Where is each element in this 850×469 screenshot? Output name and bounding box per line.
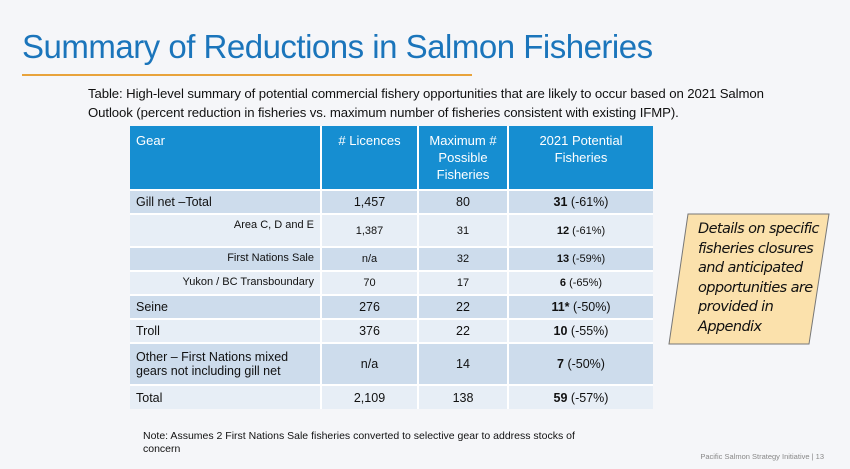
table-row: Other – First Nations mixed gears not in… [130,342,653,385]
potential-pct: (-61%) [567,195,609,209]
appendix-callout: Details on specific fisheries closures a… [668,213,830,345]
cell-potential: 7 (-50%) [508,342,653,385]
cell-licences: 2,109 [321,384,419,409]
cell-potential: 59 (-57%) [508,384,653,409]
cell-potential: 12 (-61%) [508,213,653,247]
cell-gear: Gill net –Total [130,189,322,214]
table-row: First Nations Sale n/a 32 13 (-59%) [130,246,653,271]
table-header-row: Gear # Licences Maximum # Possible Fishe… [130,126,653,190]
cell-max: 31 [418,213,509,247]
cell-licences: 1,457 [321,189,419,214]
cell-max: 32 [418,246,509,271]
potential-value: 7 [557,357,564,371]
cell-potential: 31 (-61%) [508,189,653,214]
table-row: Gill net –Total 1,457 80 31 (-61%) [130,189,653,214]
cell-gear: Yukon / BC Transboundary [130,270,322,295]
table-row: Seine 276 22 11* (-50%) [130,294,653,319]
cell-licences: 1,387 [321,213,419,247]
callout-shape [668,213,830,345]
cell-licences: 276 [321,294,419,319]
fisheries-table: Gear # Licences Maximum # Possible Fishe… [130,126,653,409]
cell-licences: 70 [321,270,419,295]
cell-licences: 376 [321,318,419,343]
potential-value: 13 [556,253,570,265]
cell-gear: Total [130,384,322,409]
table-row: Yukon / BC Transboundary 70 17 6 (-65%) [130,270,653,295]
potential-pct: (-61%) [569,224,606,237]
table-row: Troll 376 22 10 (-55%) [130,318,653,343]
cell-gear: First Nations Sale [130,246,322,271]
potential-value: 6 [559,277,567,289]
title-underline [22,74,472,76]
potential-value: 11* [551,300,570,314]
slide-footer: Pacific Salmon Strategy Initiative | 13 [700,452,824,461]
potential-value: 12 [556,224,570,237]
header-gear: Gear [130,126,322,190]
cell-potential: 6 (-65%) [508,270,653,295]
cell-max: 80 [418,189,509,214]
header-licences: # Licences [321,126,419,190]
table-note: Note: Assumes 2 First Nations Sale fishe… [143,430,575,455]
header-potential-fisheries: 2021 Potential Fisheries [508,126,653,190]
cell-max: 138 [418,384,509,409]
potential-pct: (-59%) [569,253,606,265]
cell-potential: 13 (-59%) [508,246,653,271]
cell-max: 22 [418,318,509,343]
cell-potential: 10 (-55%) [508,318,653,343]
potential-pct: (-55%) [567,324,609,338]
potential-pct: (-50%) [563,357,605,371]
cell-licences: n/a [321,342,419,385]
cell-gear: Area C, D and E [130,213,322,247]
potential-pct: (-65%) [566,277,603,289]
header-max-fisheries: Maximum # Possible Fisheries [418,126,509,190]
callout-text: Details on specific fisheries closures a… [698,221,820,335]
table-row: Total 2,109 138 59 (-57%) [130,384,653,409]
potential-pct: (-50%) [569,300,611,314]
cell-max: 22 [418,294,509,319]
cell-licences: n/a [321,246,419,271]
cell-gear: Other – First Nations mixed gears not in… [130,342,322,385]
potential-value: 59 [553,390,568,405]
potential-value: 31 [553,195,568,209]
table-row: Area C, D and E 1,387 31 12 (-61%) [130,213,653,247]
cell-gear: Troll [130,318,322,343]
potential-value: 10 [553,324,568,338]
cell-gear: Seine [130,294,322,319]
potential-pct: (-57%) [567,390,609,405]
slide-title: Summary of Reductions in Salmon Fisherie… [22,28,653,65]
cell-potential: 11* (-50%) [508,294,653,319]
cell-max: 17 [418,270,509,295]
table-caption: Table: High-level summary of potential c… [88,86,764,120]
cell-max: 14 [418,342,509,385]
